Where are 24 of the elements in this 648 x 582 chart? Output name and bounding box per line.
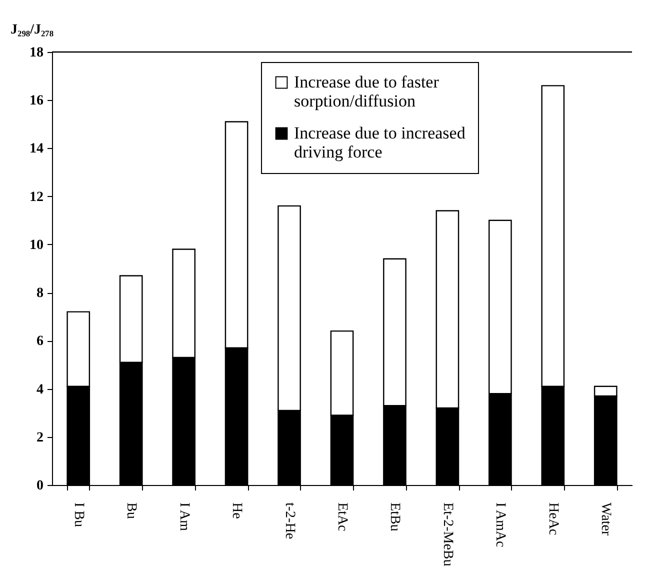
x-tick-label: Bu xyxy=(124,502,139,519)
legend-label: Increase due to faster sorption/diffusion xyxy=(294,72,440,110)
y-tick-label: 6 xyxy=(36,334,44,350)
x-tick-label: Water xyxy=(598,502,614,536)
y-tick-label: 12 xyxy=(30,190,44,205)
x-tick-label: EtBu xyxy=(387,502,402,532)
x-tick-label: I Bu xyxy=(70,502,86,527)
y-tick-label: 0 xyxy=(36,478,44,494)
y-tick-label: 8 xyxy=(36,286,44,302)
x-tick-label: EtAc xyxy=(334,502,350,532)
y-tick-label: 2 xyxy=(36,430,44,446)
legend-label: Increase due to increased driving force xyxy=(294,124,466,162)
y-tick-label: 18 xyxy=(30,46,44,60)
x-tick-label: I AmAc xyxy=(492,502,508,548)
y-tick-label: 14 xyxy=(30,142,44,157)
y-tick-label: 10 xyxy=(30,238,44,253)
y-tick-label: 16 xyxy=(30,94,44,109)
x-tick-label: I Am xyxy=(176,502,192,531)
y-axis-title: J₂₉₈/J₂₇₈ xyxy=(10,22,54,38)
x-tick-label: t-2-He xyxy=(282,502,297,540)
x-tick-label: Et-2-MeBu xyxy=(440,502,455,566)
x-tick-label: HeAc xyxy=(545,502,560,536)
x-tick-label: He xyxy=(229,502,244,519)
y-tick-label: 4 xyxy=(36,382,44,398)
